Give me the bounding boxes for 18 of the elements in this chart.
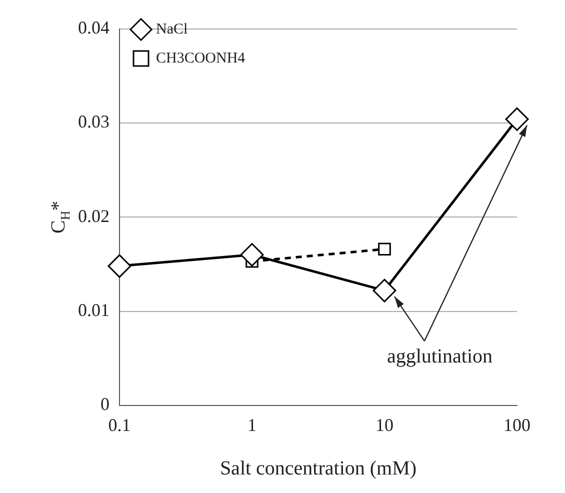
y-tick-label: 0 [100, 394, 110, 414]
x-axis-title: Salt concentration (mM) [220, 457, 417, 480]
x-tick-label: 1 [248, 414, 256, 435]
y-axis-title: CH* [48, 200, 72, 234]
y-tick-label: 0.01 [78, 300, 110, 320]
x-tick-label: 10 [376, 414, 394, 435]
point [108, 254, 132, 278]
point [372, 278, 396, 302]
y-tick-label: 0.02 [78, 206, 110, 226]
legend-label: NaCl [156, 21, 188, 38]
legend-label: CH3COONH4 [156, 50, 246, 66]
point [505, 107, 529, 131]
x-tick-label: 100 [504, 414, 530, 435]
x-tick-label: 0.1 [108, 414, 131, 435]
y-tick-label: 0.04 [78, 18, 110, 38]
point [240, 243, 264, 267]
y-tick-label: 0.03 [78, 112, 110, 132]
annotation: agglutination [387, 345, 493, 368]
